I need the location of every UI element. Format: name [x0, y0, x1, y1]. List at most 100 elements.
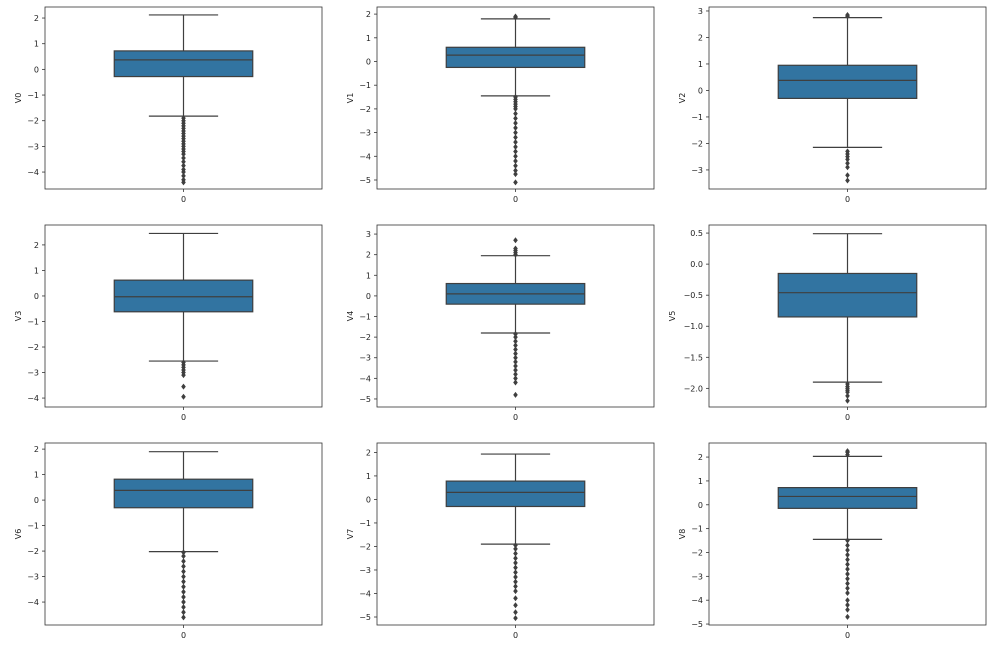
outlier-point	[181, 169, 186, 176]
x-tick-label: 0	[513, 631, 518, 640]
outlier-point	[513, 167, 518, 174]
outlier-point	[181, 563, 186, 570]
y-tick-label: −1	[27, 522, 39, 531]
outlier-point	[845, 160, 850, 167]
outlier-point	[845, 613, 850, 620]
y-tick-label: −4	[359, 589, 371, 598]
outlier-point	[513, 245, 518, 252]
y-tick-label: −4	[27, 168, 39, 177]
y-tick-label: −1	[691, 525, 703, 534]
outlier-point	[181, 558, 186, 565]
outlier-point	[845, 11, 850, 18]
y-tick-label: −3	[27, 573, 39, 582]
x-tick-label: 0	[845, 195, 850, 204]
outlier-point	[845, 551, 850, 558]
iqr-box	[445, 480, 586, 508]
y-axis-label: V8	[678, 529, 687, 540]
outlier-point	[513, 110, 518, 117]
outlier-point	[181, 383, 186, 390]
outlier-point	[181, 614, 186, 621]
outlier-point	[513, 120, 518, 127]
y-tick-label: −4	[27, 598, 39, 607]
outlier-point	[181, 151, 186, 158]
boxplot-panel-v2: −3 −2 −1 0 1 2 3 0 V2	[678, 6, 987, 204]
y-axis-label: V2	[678, 93, 687, 104]
x-tick-label: 0	[181, 631, 186, 640]
boxplot-panel-v8: −5 −4 −3 −2 −1 0 1 2 0 V8	[678, 442, 987, 640]
y-tick-label: 0.5	[690, 229, 703, 238]
x-tick-label: 0	[513, 195, 518, 204]
y-tick-label: −5	[359, 176, 371, 185]
outlier-point	[845, 556, 850, 563]
y-tick-label: −2	[691, 139, 703, 148]
y-axis-label: V7	[346, 529, 355, 540]
outlier-point	[181, 609, 186, 616]
outlier-point	[845, 606, 850, 613]
outlier-point	[513, 334, 518, 341]
y-tick-label: −4	[691, 596, 703, 605]
outlier-point	[513, 371, 518, 378]
y-tick-label: −5	[359, 395, 371, 404]
boxplot-panel-v4: −5 −4 −3 −2 −1 0 1 2 3 0 V4	[346, 224, 655, 422]
y-axis-label: V1	[346, 93, 355, 104]
outlier-point	[181, 553, 186, 560]
outlier-point	[181, 578, 186, 585]
x-tick-label: 0	[513, 413, 518, 422]
outlier-point	[513, 578, 518, 585]
outlier-point	[513, 129, 518, 136]
outlier-point	[845, 570, 850, 577]
outlier-point	[513, 555, 518, 562]
x-tick-label: 0	[845, 631, 850, 640]
y-tick-label: 2	[34, 241, 39, 250]
outlier-point	[513, 595, 518, 602]
outlier-point	[513, 602, 518, 609]
outlier-point	[513, 338, 518, 345]
y-tick-label: −4	[359, 374, 371, 383]
outlier-point	[513, 615, 518, 622]
outlier-point	[513, 153, 518, 160]
outlier-point	[845, 601, 850, 608]
outlier-point	[513, 545, 518, 552]
boxplot-panel-v1: −5 −4 −3 −2 −1 0 1 2 0 V1	[346, 6, 655, 204]
outlier-point	[513, 354, 518, 361]
outlier-point	[513, 158, 518, 165]
outlier-point	[513, 550, 518, 557]
y-tick-label: 0	[698, 501, 703, 510]
outlier-point	[181, 568, 186, 575]
y-tick-label: 2	[366, 251, 371, 260]
y-tick-label: 1	[366, 271, 371, 280]
outlier-point	[513, 391, 518, 398]
y-tick-label: −1	[359, 81, 371, 90]
y-axis-label: V3	[14, 311, 23, 322]
outlier-point	[181, 158, 186, 165]
outlier-point	[845, 177, 850, 184]
outlier-point	[845, 597, 850, 604]
outlier-point	[181, 583, 186, 590]
outlier-point	[181, 573, 186, 580]
y-tick-label: −3	[359, 354, 371, 363]
y-tick-label: 1	[698, 60, 703, 69]
y-tick-label: −1	[27, 317, 39, 326]
y-tick-label: 0	[366, 58, 371, 67]
y-tick-label: 2	[366, 10, 371, 19]
outlier-point	[181, 172, 186, 179]
outlier-point	[513, 367, 518, 374]
outlier-point	[845, 389, 850, 396]
y-tick-label: 2	[698, 453, 703, 462]
y-tick-label: −5	[359, 613, 371, 622]
x-tick-label: 0	[845, 413, 850, 422]
y-tick-label: −2	[359, 542, 371, 551]
y-tick-label: 0	[34, 496, 39, 505]
y-tick-label: 1	[34, 471, 39, 480]
iqr-box	[113, 478, 254, 509]
y-tick-label: 1	[698, 477, 703, 486]
outlier-point	[513, 124, 518, 131]
y-axis-label: V6	[14, 529, 23, 540]
outlier-point	[513, 379, 518, 386]
y-tick-label: 2	[698, 33, 703, 42]
y-tick-label: −3	[359, 566, 371, 575]
outlier-point	[513, 171, 518, 178]
outlier-point	[513, 139, 518, 146]
y-tick-label: −3	[691, 166, 703, 175]
